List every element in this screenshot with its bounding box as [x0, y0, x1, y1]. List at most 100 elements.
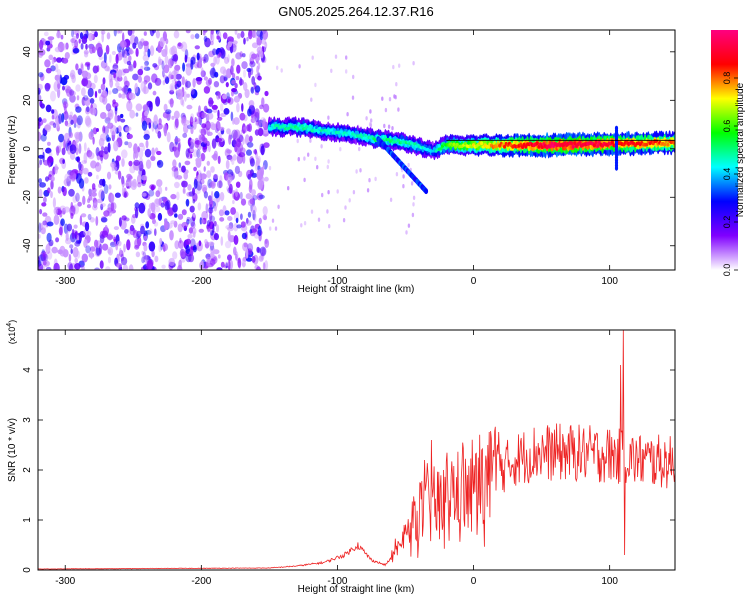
- spectrogram-y-axis-label: Frequency (Hz): [7, 116, 18, 185]
- spectrogram-noise-cell: [47, 251, 53, 260]
- spectrogram-noise-cell: [259, 104, 264, 110]
- spectrogram-noise-cell: [261, 176, 265, 186]
- spectrogram-noise-cell: [98, 88, 102, 94]
- spectrogram-noise-cell: [100, 83, 106, 91]
- spectrogram-faint-cell: [307, 152, 310, 157]
- snr-x-axis: -300 -200 -100 0 100: [55, 330, 618, 587]
- spectrogram-noise-cell: [65, 232, 69, 242]
- spectrogram-noise-cell: [254, 121, 260, 126]
- spectrogram-noise-cell: [93, 74, 98, 84]
- spectrogram-noise-cell: [181, 165, 186, 173]
- spectrogram-noise-cell: [142, 145, 146, 152]
- spectrogram-noise-cell: [102, 126, 106, 134]
- spectrogram-noise-cell: [141, 250, 145, 255]
- spectrogram-noise-cell: [228, 183, 233, 194]
- spectrogram-faint-cell: [320, 144, 323, 149]
- spectrogram-noise-cell: [194, 45, 200, 50]
- spectrogram-noise-cell: [163, 125, 168, 137]
- spectrogram-faint-cell: [381, 96, 384, 101]
- spectrogram-noise-cell: [106, 66, 111, 72]
- spectrogram-noise-cell: [185, 244, 190, 255]
- spectrogram-track-cell: [535, 141, 539, 146]
- spectrogram-noise-cell: [150, 185, 155, 191]
- spectrogram-track-cell: [571, 144, 575, 149]
- spectrogram-streak-cell: [424, 188, 429, 195]
- spectrogram-noise-cell: [224, 240, 232, 249]
- spectrogram-track-cell: [573, 141, 577, 146]
- spectrogram-noise-cell: [115, 81, 120, 88]
- spectrogram-noise-cell: [219, 191, 225, 202]
- spectrogram-noise-cell: [178, 259, 182, 269]
- spectrogram-faint-cell: [310, 97, 313, 102]
- spectrogram-noise-cell: [192, 78, 196, 88]
- spectrogram-noise-cell: [189, 141, 194, 149]
- spectrogram-noise-cell: [225, 82, 229, 88]
- spectrogram-noise-cell: [264, 90, 269, 97]
- spectrogram-noise-cell: [149, 45, 155, 57]
- spectrogram-noise-cell: [211, 198, 219, 210]
- spectrogram-noise-cell: [72, 30, 76, 35]
- spectrogram-noise-cell: [246, 37, 249, 42]
- spectrogram-noise-cell: [45, 147, 52, 154]
- spectrogram-noise-cell: [159, 237, 163, 246]
- spectrogram-faint-cell: [269, 226, 272, 231]
- spectrogram-noise-cell: [226, 149, 233, 154]
- spectrogram-track-cell: [276, 124, 280, 128]
- spectrogram-faint-cell: [314, 82, 317, 88]
- spectrogram-noise-cell: [240, 30, 245, 39]
- spectrogram-noise-cell: [42, 252, 45, 258]
- spectrogram-noise-cell: [137, 75, 142, 83]
- spectrogram-noise-cell: [246, 169, 253, 179]
- spectrogram-noise-cell: [190, 113, 195, 123]
- spectrogram-noise-cell: [183, 123, 189, 134]
- spectrogram-noise-cell: [190, 127, 194, 134]
- spectrogram-noise-cell: [213, 220, 217, 227]
- spectrogram-noise-cell: [80, 63, 84, 73]
- spectrogram-noise-cell: [245, 248, 249, 259]
- spectrogram-noise-cell: [213, 205, 217, 212]
- spectrogram-noise-cell: [216, 180, 223, 189]
- spectrogram-noise-cell: [182, 62, 186, 72]
- spectrogram-noise-cell: [114, 192, 121, 198]
- spectrogram-noise-cell: [155, 96, 161, 107]
- spectrogram-noise-cell: [139, 142, 144, 148]
- snr-y-tick-label: 1: [22, 517, 33, 523]
- spectrogram-track-cell: [342, 131, 347, 135]
- spectrogram-noise-cell: [232, 199, 235, 205]
- spectrogram-noise-cell: [177, 223, 183, 233]
- spectrogram-faint-cell: [407, 223, 411, 228]
- spectrogram-noise-cell: [42, 220, 47, 226]
- spectrogram-noise-cell: [44, 59, 51, 68]
- spectrogram-noise-cell: [69, 263, 74, 270]
- spectrogram-faint-cell: [303, 221, 307, 226]
- spectrogram-noise-cell: [257, 179, 264, 190]
- spectrogram-noise-cell: [88, 131, 94, 140]
- spectrogram-noise-cell: [240, 221, 246, 228]
- spectrogram-noise-cell: [188, 227, 193, 234]
- spectrogram-noise-cell: [39, 223, 44, 231]
- spectrogram-noise-cell: [73, 224, 78, 229]
- snr-multiplier: (x104): [6, 320, 17, 344]
- spectrogram-noise-cell: [91, 183, 96, 190]
- spectrogram-noise-cell: [169, 47, 176, 56]
- spectrogram-noise-cell: [162, 69, 165, 78]
- spectrogram-noise-cell: [38, 234, 41, 239]
- spectrogram-noise-cell: [261, 97, 265, 107]
- spectrogram-noise-cell: [168, 257, 175, 267]
- spectrogram-noise-cell: [78, 161, 82, 171]
- spectrogram-noise-cell: [218, 126, 225, 131]
- spectrogram-noise-cell: [141, 192, 147, 197]
- spectrogram-noise-cell: [38, 222, 42, 233]
- spectrogram-noise-cell: [69, 205, 76, 216]
- spectrogram-noise-cell: [236, 32, 241, 39]
- spectrogram-track-cell: [503, 144, 507, 149]
- spectrogram-noise-cell: [181, 180, 188, 188]
- spectrogram-noise-cell: [141, 120, 148, 131]
- spectrogram-noise-cell: [234, 83, 238, 89]
- spectrogram-noise-cell: [178, 162, 182, 168]
- spectrogram-noise-cell: [229, 234, 233, 243]
- spectrogram-noise-cell: [98, 189, 105, 200]
- snr-y-axis-label: SNR (10 * v/v): [7, 418, 18, 482]
- spectrogram-noise-cell: [231, 88, 238, 93]
- spectrogram-noise-cell: [75, 106, 82, 113]
